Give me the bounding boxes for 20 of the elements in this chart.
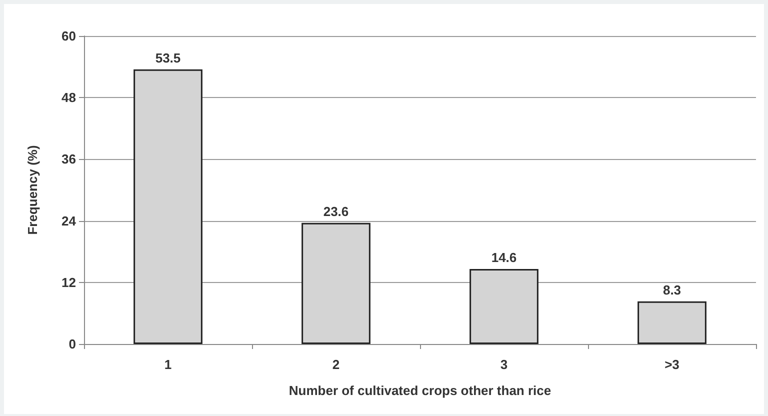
x-axis-title: Number of cultivated crops other than rice bbox=[288, 383, 552, 398]
y-tick-label: 48 bbox=[62, 90, 76, 106]
bar bbox=[470, 269, 538, 344]
data-label: 14.6 bbox=[491, 250, 517, 266]
x-tick-label: 1 bbox=[164, 357, 172, 372]
x-tick-label: 2 bbox=[332, 357, 340, 372]
bar bbox=[302, 222, 370, 344]
y-tick-label: 36 bbox=[62, 152, 76, 167]
y-tick-label: 24 bbox=[62, 213, 77, 228]
y-axis-title: Frequency (%) bbox=[25, 145, 40, 235]
data-label: 23.6 bbox=[323, 204, 349, 219]
y-tick-label: 0 bbox=[68, 336, 76, 352]
data-label: 53.5 bbox=[155, 50, 181, 66]
x-tick-label: >3 bbox=[664, 357, 680, 372]
x-tick-label: 3 bbox=[500, 357, 508, 372]
bar bbox=[638, 301, 706, 344]
y-tick-label: 12 bbox=[62, 274, 76, 290]
y-tick-label: 60 bbox=[62, 28, 76, 44]
bar bbox=[134, 69, 202, 344]
data-label: 8.3 bbox=[662, 282, 682, 298]
